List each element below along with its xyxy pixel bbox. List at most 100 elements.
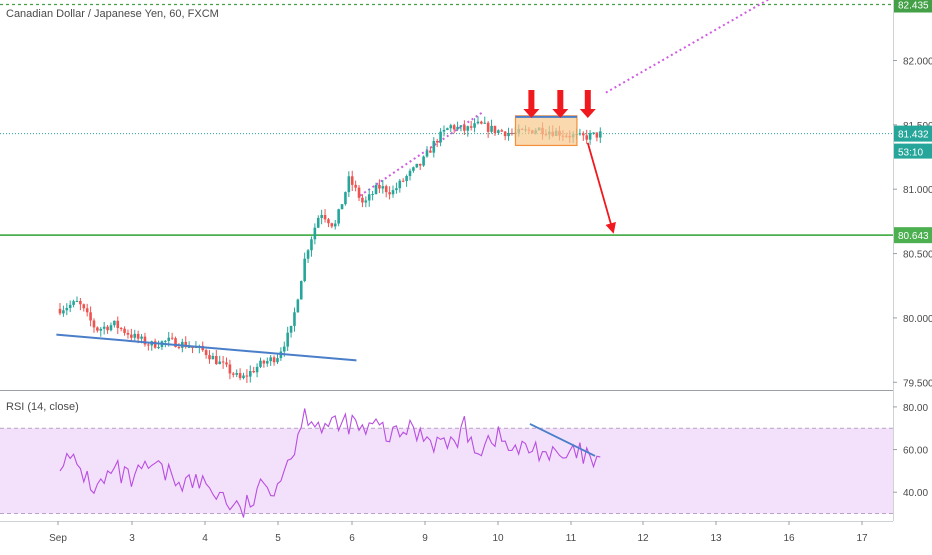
candle-body [116,320,120,329]
candle-body [232,373,235,375]
candle-body [252,371,255,373]
candle-body [106,326,109,331]
candle-body [405,175,408,182]
chart-title: Canadian Dollar / Japanese Yen, 60, FXCM [6,8,219,20]
candles [58,116,602,383]
candle-body [313,227,317,240]
candle-body [585,135,589,140]
candle-body [364,200,368,203]
candle-body [429,150,432,153]
price-tick-label: 82.000 [903,56,932,67]
candle-body [208,355,211,360]
time-tick-label: 13 [710,533,722,544]
candle-body [483,122,487,124]
candle-body [323,214,327,220]
candle-body [456,126,459,130]
candle-body [157,347,160,349]
candle-body [306,250,310,259]
candle-body [102,326,106,329]
candle-body [320,214,323,218]
candle-body [466,126,470,131]
rsi-tick-label: 80.00 [903,403,928,414]
time-tick-label: 3 [129,533,135,544]
candle-body [215,355,218,365]
time-tick-label: 5 [275,533,281,544]
candle-body [79,300,82,305]
downtrend-line [56,333,357,362]
candle-body [357,187,361,198]
candle-body [99,328,103,331]
peak-down-arrow [552,90,569,118]
candle-body [136,333,140,339]
candle-body [242,375,245,379]
candle-body [384,186,388,193]
candle-body [299,281,303,300]
candle-body [459,125,463,127]
candle-body [92,320,96,328]
time-tick-label: 9 [422,533,428,544]
candle-body [130,334,133,338]
candle-body [473,123,476,128]
candle-body [354,184,357,188]
candle-body [293,312,296,326]
time-tick-label: 6 [349,533,355,544]
candle-body [493,125,497,133]
candle-body [221,361,225,363]
rsi-tick-label: 60.00 [903,446,928,457]
countdown-label: 53:10 [898,148,923,159]
candle-body [147,344,150,346]
candle-body [435,140,439,143]
candle-body [381,186,385,189]
peak-down-arrow [523,90,540,118]
candle-body [113,320,116,326]
candle-body [439,131,442,143]
candle-body [398,180,402,189]
candle-body [592,132,595,134]
candle-body [126,332,130,335]
candle-body [469,126,473,128]
candle-body [140,336,143,339]
candle-body [507,132,510,137]
candle-body [68,304,72,309]
candle-body [286,332,289,347]
candle-body [143,336,147,345]
candle-body [248,371,252,377]
candle-body [85,308,89,313]
time-tick-label: 16 [783,533,795,544]
candle-body [310,239,313,251]
candle-body [598,131,602,138]
candle-body [412,167,415,171]
candle-body [500,130,504,132]
candle-body [255,366,259,373]
candle-body [276,358,279,363]
candle-body [432,140,436,153]
candle-body [340,204,344,210]
candle-body [476,121,480,124]
candle-body [578,133,582,135]
rsi-divergence-line [529,423,596,457]
candle-body [422,156,425,166]
candle-body [269,357,272,362]
candle-body [463,125,466,131]
candle-body [89,312,92,321]
peak-down-arrow [579,90,596,118]
time-tick-label: Sep [49,533,67,544]
candle-body [490,125,493,132]
candle-body [170,337,174,339]
candle-body [452,125,456,130]
price-label: 81.432 [898,130,929,141]
projection-arrow [586,142,616,234]
candle-body [327,219,330,224]
candle-body [187,347,191,349]
candle-body [582,133,585,136]
candle-body [503,131,507,137]
candle-body [374,184,378,195]
candle-body [259,360,262,367]
candle-body [330,223,334,227]
price-label: 82.435 [898,1,929,12]
candle-body [174,338,177,348]
candle-body [289,325,293,333]
candle-body [228,364,232,374]
candle-body [177,347,181,349]
candle-body [408,170,412,176]
